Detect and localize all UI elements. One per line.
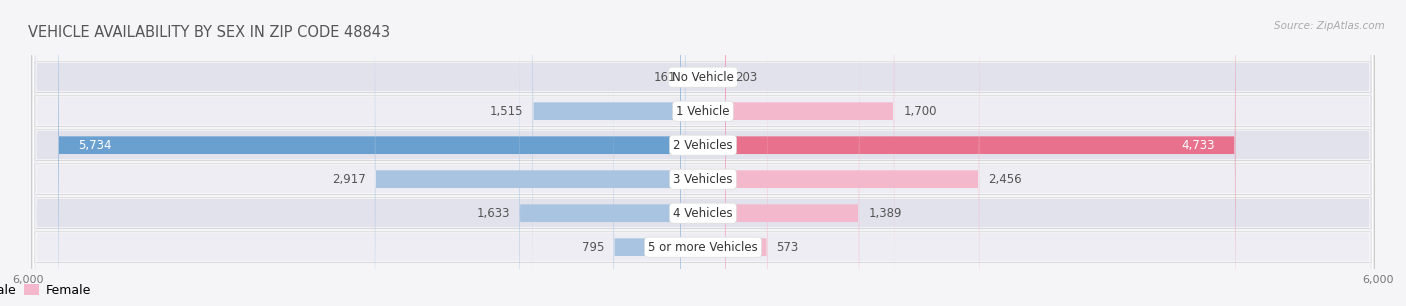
- FancyBboxPatch shape: [613, 0, 681, 306]
- Text: 573: 573: [776, 241, 799, 254]
- FancyBboxPatch shape: [35, 0, 1371, 306]
- FancyBboxPatch shape: [533, 0, 681, 306]
- Text: 1 Vehicle: 1 Vehicle: [676, 105, 730, 118]
- FancyBboxPatch shape: [725, 0, 859, 306]
- FancyBboxPatch shape: [31, 0, 1375, 306]
- FancyBboxPatch shape: [32, 0, 1374, 306]
- FancyBboxPatch shape: [32, 0, 1374, 306]
- FancyBboxPatch shape: [35, 0, 1371, 306]
- Text: 795: 795: [582, 241, 605, 254]
- FancyBboxPatch shape: [725, 0, 979, 306]
- FancyBboxPatch shape: [35, 0, 1371, 306]
- FancyBboxPatch shape: [375, 0, 681, 306]
- FancyBboxPatch shape: [519, 0, 681, 306]
- Text: 1,515: 1,515: [491, 105, 523, 118]
- FancyBboxPatch shape: [31, 0, 1375, 306]
- Text: 5,734: 5,734: [79, 139, 112, 152]
- FancyBboxPatch shape: [32, 0, 1374, 306]
- Text: 2 Vehicles: 2 Vehicles: [673, 139, 733, 152]
- FancyBboxPatch shape: [31, 0, 1375, 306]
- Text: 203: 203: [735, 71, 756, 84]
- Text: 4 Vehicles: 4 Vehicles: [673, 207, 733, 220]
- Text: Source: ZipAtlas.com: Source: ZipAtlas.com: [1274, 21, 1385, 32]
- FancyBboxPatch shape: [35, 0, 1371, 306]
- FancyBboxPatch shape: [31, 0, 1375, 306]
- FancyBboxPatch shape: [679, 0, 686, 306]
- Text: VEHICLE AVAILABILITY BY SEX IN ZIP CODE 48843: VEHICLE AVAILABILITY BY SEX IN ZIP CODE …: [28, 25, 391, 40]
- FancyBboxPatch shape: [725, 0, 727, 306]
- Text: 2,456: 2,456: [988, 173, 1022, 186]
- Text: 3 Vehicles: 3 Vehicles: [673, 173, 733, 186]
- FancyBboxPatch shape: [58, 0, 681, 306]
- Text: No Vehicle: No Vehicle: [672, 71, 734, 84]
- Text: 1,389: 1,389: [869, 207, 901, 220]
- FancyBboxPatch shape: [725, 0, 768, 306]
- Text: 4,733: 4,733: [1181, 139, 1215, 152]
- FancyBboxPatch shape: [31, 0, 1375, 306]
- FancyBboxPatch shape: [35, 0, 1371, 306]
- FancyBboxPatch shape: [31, 0, 1375, 306]
- Text: 5 or more Vehicles: 5 or more Vehicles: [648, 241, 758, 254]
- Text: 1,700: 1,700: [903, 105, 936, 118]
- Legend: Male, Female: Male, Female: [0, 278, 96, 302]
- FancyBboxPatch shape: [35, 0, 1371, 306]
- FancyBboxPatch shape: [725, 0, 894, 306]
- FancyBboxPatch shape: [32, 0, 1374, 306]
- Text: 2,917: 2,917: [332, 173, 366, 186]
- FancyBboxPatch shape: [32, 0, 1374, 306]
- Text: 161: 161: [654, 71, 676, 84]
- Text: 1,633: 1,633: [477, 207, 510, 220]
- FancyBboxPatch shape: [725, 0, 1236, 306]
- FancyBboxPatch shape: [32, 0, 1374, 306]
